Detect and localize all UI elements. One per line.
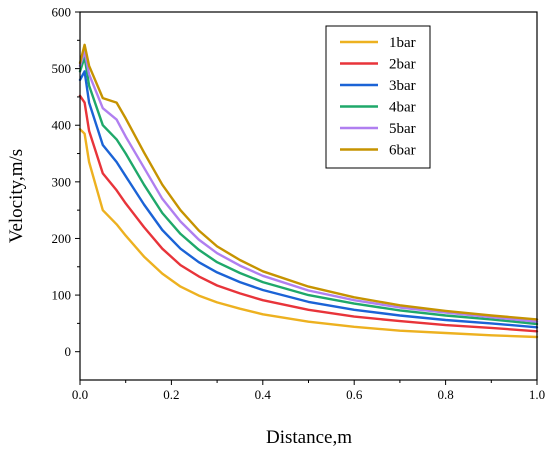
series-line-1bar xyxy=(78,127,539,339)
x-tick-label: 0.6 xyxy=(346,387,363,402)
series-line-4bar xyxy=(78,56,539,326)
series-line-5bar xyxy=(78,50,539,323)
x-tick-label: 0.8 xyxy=(437,387,453,402)
x-tick-label: 0.0 xyxy=(72,387,88,402)
legend: 1bar 2bar 3bar 4bar 5bar 6bar xyxy=(325,25,431,169)
legend-box xyxy=(325,25,431,169)
y-tick-label: 500 xyxy=(52,61,72,76)
legend-label-1bar: 1bar xyxy=(389,35,416,51)
y-tick-label: 100 xyxy=(52,288,72,303)
legend-label-5bar: 5bar xyxy=(389,121,416,137)
y-axis-title: Velocity,m/s xyxy=(6,149,27,243)
y-tick-label: 0 xyxy=(65,344,72,359)
legend-label-4bar: 4bar xyxy=(389,100,416,116)
x-axis-title: Distance,m xyxy=(266,427,352,448)
x-tick-label: 0.2 xyxy=(163,387,179,402)
x-tick-label: 1.0 xyxy=(529,387,545,402)
series-line-2bar xyxy=(78,94,539,333)
axes: 0.0 0.2 0.4 0.6 0.8 1.0 0 100 200 300 400 500 600 xyxy=(52,5,546,403)
legend-label-2bar: 2bar xyxy=(389,57,416,73)
series-line-6bar xyxy=(78,43,539,321)
series-line-3bar xyxy=(78,70,539,329)
y-tick-label: 400 xyxy=(52,118,72,133)
legend-label-6bar: 6bar xyxy=(389,143,416,159)
legend-label-3bar: 3bar xyxy=(389,78,416,94)
y-tick-label: 300 xyxy=(52,174,72,189)
y-tick-label: 600 xyxy=(52,5,72,20)
x-tick-label: 0.4 xyxy=(255,387,272,402)
plot-frame xyxy=(79,11,538,381)
series-lines xyxy=(78,43,539,339)
y-tick-label: 200 xyxy=(52,231,72,246)
